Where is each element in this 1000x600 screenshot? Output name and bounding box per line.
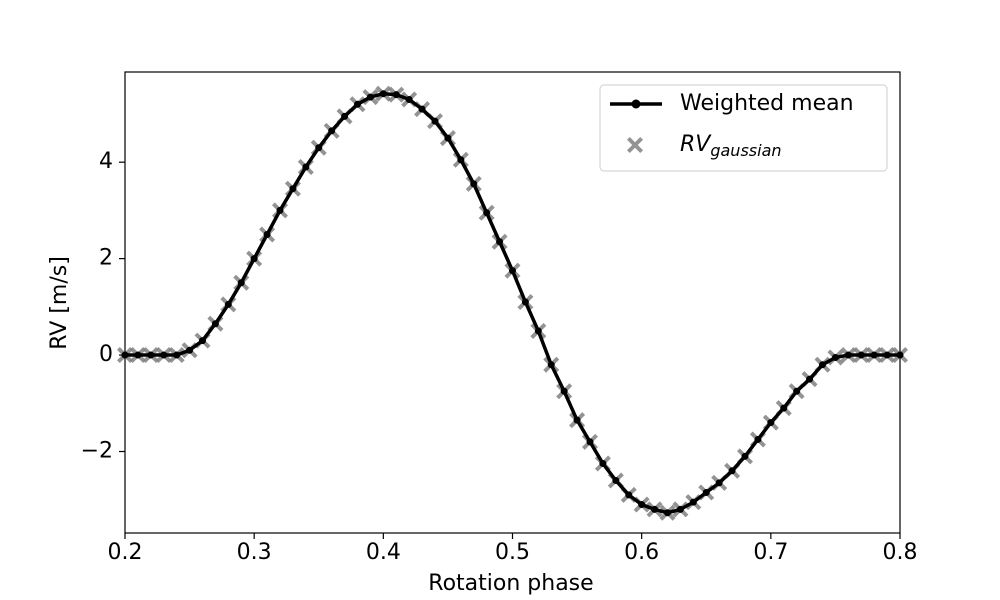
line-point	[844, 351, 852, 359]
legend-dot	[631, 99, 641, 109]
line-point	[366, 93, 374, 101]
line-point	[496, 238, 504, 246]
line-point	[612, 476, 620, 484]
line-point	[392, 91, 400, 99]
y-tick-label: 2	[99, 246, 113, 271]
line-point	[315, 144, 323, 152]
x-axis-label: Rotation phase	[428, 571, 593, 596]
line-point	[870, 351, 878, 359]
line-point	[819, 361, 826, 369]
line-point	[509, 267, 516, 275]
line-point	[224, 300, 232, 308]
line-point	[211, 320, 219, 328]
legend-marker	[627, 137, 643, 153]
x-tick-label: 0.2	[108, 540, 143, 565]
line-point	[431, 117, 439, 125]
line-point	[199, 337, 206, 345]
x-tick-label: 0.3	[237, 540, 272, 565]
line-point	[289, 185, 297, 193]
legend-name: Weighted mean	[680, 91, 854, 116]
legend-name: RV	[680, 132, 712, 157]
line-point	[547, 361, 555, 369]
line-point	[728, 467, 736, 475]
line-point	[328, 127, 336, 135]
line-point	[173, 351, 181, 359]
line-point	[883, 351, 891, 359]
line-point	[160, 351, 168, 359]
line-point	[806, 375, 814, 383]
line-point	[715, 479, 723, 487]
line-point	[599, 460, 607, 468]
line-point	[793, 387, 801, 395]
line-point	[354, 100, 361, 108]
y-tick-label: 4	[99, 149, 113, 174]
line-point	[702, 488, 710, 496]
y-tick-label: 0	[99, 342, 113, 367]
line-point	[134, 351, 142, 359]
line-point	[250, 255, 258, 263]
line-point	[754, 435, 762, 443]
line-point	[896, 351, 904, 359]
line-point	[586, 438, 594, 446]
line-point	[186, 346, 194, 354]
line-point	[405, 95, 413, 103]
line-point	[831, 353, 839, 361]
line-point	[379, 90, 387, 98]
line-point	[276, 206, 284, 214]
line-point	[741, 452, 749, 460]
legend-label: Weighted mean	[680, 91, 854, 116]
line-point	[263, 231, 271, 239]
x-tick-label: 0.7	[753, 540, 788, 565]
line-point	[237, 279, 245, 287]
line-point	[638, 501, 646, 509]
y-tick-label: −2	[81, 439, 113, 464]
line-point	[573, 416, 581, 424]
line-point	[780, 404, 788, 412]
line-point	[418, 105, 426, 113]
line-point	[651, 505, 659, 513]
line-point	[341, 112, 349, 120]
line-point	[121, 351, 129, 359]
x-tick-label: 0.8	[883, 540, 918, 565]
line-point	[664, 509, 671, 517]
line-point	[560, 387, 568, 395]
y-axis-label: RV [m/s]	[47, 256, 72, 350]
legend-box	[599, 84, 888, 172]
line-point	[689, 498, 697, 506]
line-point	[534, 327, 542, 335]
line-point	[521, 298, 529, 306]
x-tick-label: 0.4	[366, 540, 401, 565]
line-point	[457, 156, 465, 164]
line-point	[147, 351, 155, 359]
line-point	[470, 180, 478, 188]
legend-subscript: gaussian	[710, 141, 781, 160]
line-point	[857, 351, 865, 359]
line-point	[767, 419, 775, 427]
x-tick-label: 0.5	[495, 540, 530, 565]
line-point	[625, 491, 633, 499]
line-point	[676, 505, 684, 513]
x-tick-label: 0.6	[624, 540, 659, 565]
line-point	[302, 163, 310, 171]
line-point	[483, 209, 491, 217]
legend-label: RVgaussian	[680, 132, 782, 160]
line-point	[444, 134, 452, 142]
